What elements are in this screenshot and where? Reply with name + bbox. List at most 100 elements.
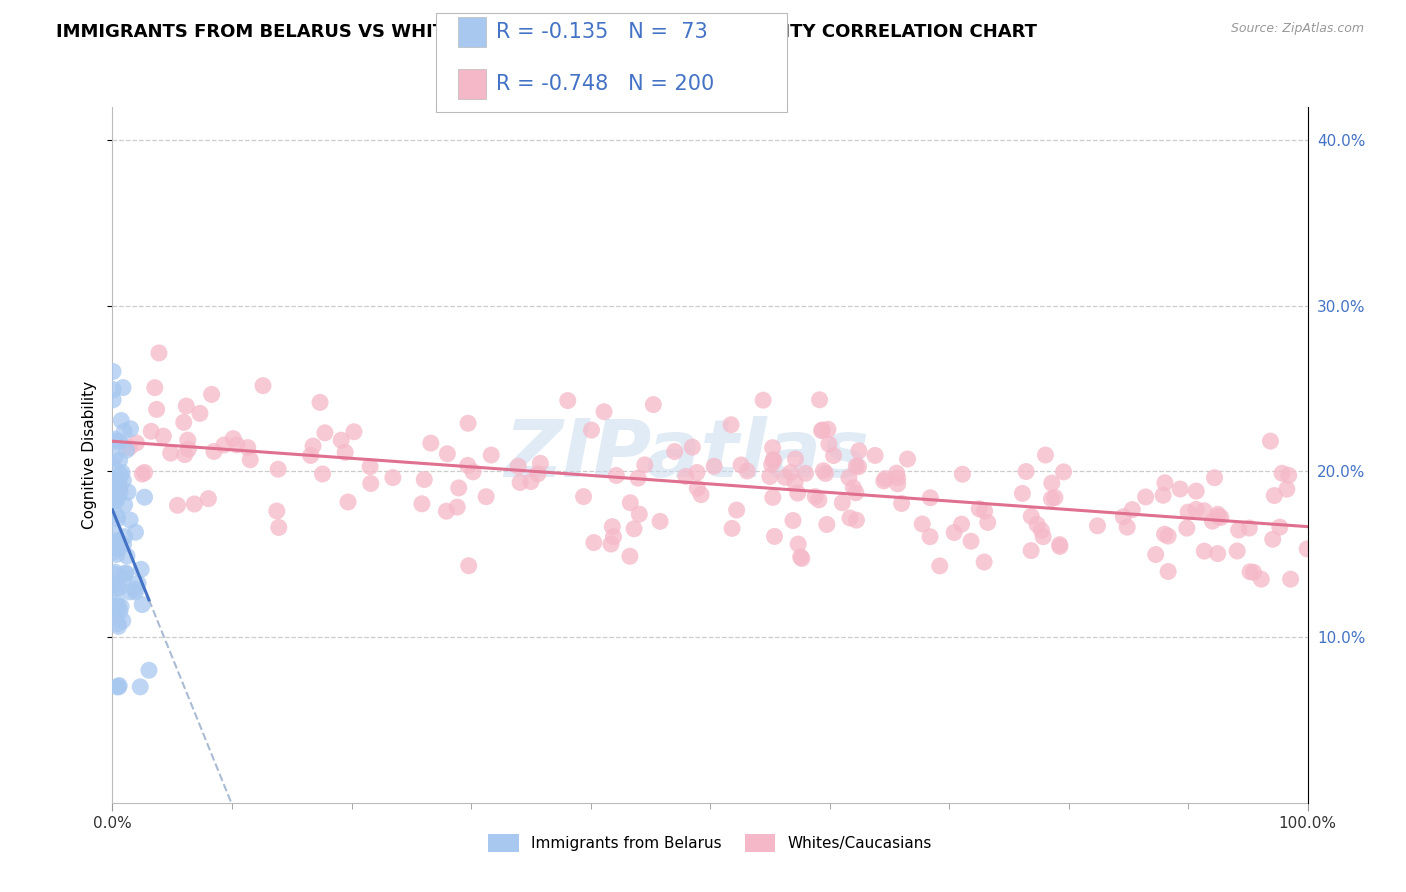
Point	[1154, 475, 1177, 490]
Point	[605, 468, 627, 483]
Point	[103, 491, 125, 505]
Point	[125, 436, 148, 450]
Point	[108, 604, 131, 618]
Point	[1121, 502, 1143, 516]
Point	[124, 525, 146, 540]
Point	[120, 422, 142, 436]
Point	[752, 393, 775, 408]
Point	[600, 537, 623, 551]
Point	[108, 581, 131, 595]
Point	[875, 472, 897, 486]
Point	[335, 445, 357, 459]
Point	[1112, 509, 1135, 524]
Point	[314, 425, 336, 440]
Point	[783, 475, 806, 490]
Point	[928, 558, 950, 573]
Point	[148, 346, 170, 360]
Point	[818, 437, 841, 451]
Point	[108, 475, 131, 489]
Text: Source: ZipAtlas.com: Source: ZipAtlas.com	[1230, 22, 1364, 36]
Point	[108, 679, 131, 693]
Point	[602, 530, 624, 544]
Point	[107, 616, 129, 631]
Point	[817, 422, 839, 436]
Point	[845, 485, 868, 500]
Point	[236, 441, 259, 455]
Point	[1049, 538, 1071, 552]
Point	[1226, 544, 1249, 558]
Point	[173, 448, 195, 462]
Point	[103, 567, 125, 582]
Point	[1153, 527, 1175, 541]
Point	[1116, 520, 1139, 534]
Point	[842, 481, 865, 495]
Point	[838, 471, 860, 485]
Point	[101, 459, 124, 474]
Text: ZIPatlas: ZIPatlas	[503, 416, 869, 494]
Point	[831, 496, 853, 510]
Point	[619, 496, 641, 510]
Point	[104, 599, 127, 613]
Point	[520, 475, 543, 489]
Point	[886, 476, 908, 491]
Point	[967, 501, 990, 516]
Point	[943, 525, 966, 540]
Point	[101, 392, 124, 407]
Point	[311, 467, 333, 481]
Point	[886, 466, 908, 480]
Text: R = -0.748   N = 200: R = -0.748 N = 200	[496, 74, 714, 94]
Point	[1040, 491, 1063, 506]
Point	[623, 522, 645, 536]
Point	[787, 537, 810, 551]
Point	[299, 449, 322, 463]
Point	[1052, 465, 1074, 479]
Point	[202, 444, 225, 458]
Point	[808, 392, 831, 407]
Point	[581, 423, 603, 437]
Point	[804, 490, 827, 504]
Point	[1144, 548, 1167, 562]
Point	[134, 466, 156, 480]
Point	[105, 582, 128, 596]
Point	[1260, 434, 1282, 449]
Point	[686, 466, 709, 480]
Point	[413, 473, 436, 487]
Point	[1271, 467, 1294, 481]
Point	[104, 432, 127, 446]
Point	[114, 498, 136, 512]
Point	[960, 534, 983, 549]
Point	[177, 433, 200, 447]
Point	[1209, 510, 1232, 524]
Point	[159, 446, 181, 460]
Point	[104, 565, 127, 579]
Point	[419, 436, 441, 450]
Point	[104, 526, 127, 541]
Point	[762, 452, 785, 467]
Point	[896, 452, 918, 467]
Point	[446, 500, 468, 515]
Point	[1263, 489, 1285, 503]
Point	[1049, 540, 1071, 554]
Point	[101, 364, 124, 378]
Point	[381, 470, 404, 484]
Point	[114, 566, 136, 581]
Point	[131, 467, 153, 481]
Point	[107, 680, 129, 694]
Point	[839, 511, 862, 525]
Point	[107, 480, 129, 494]
Point	[813, 464, 835, 478]
Point	[152, 429, 174, 443]
Point	[918, 530, 941, 544]
Point	[105, 680, 128, 694]
Point	[1011, 486, 1033, 500]
Point	[1279, 572, 1302, 586]
Point	[434, 504, 457, 518]
Point	[794, 467, 817, 481]
Point	[807, 492, 830, 507]
Point	[360, 476, 382, 491]
Point	[911, 516, 934, 531]
Point	[108, 453, 131, 467]
Point	[1168, 482, 1191, 496]
Point	[703, 459, 725, 474]
Point	[786, 486, 808, 500]
